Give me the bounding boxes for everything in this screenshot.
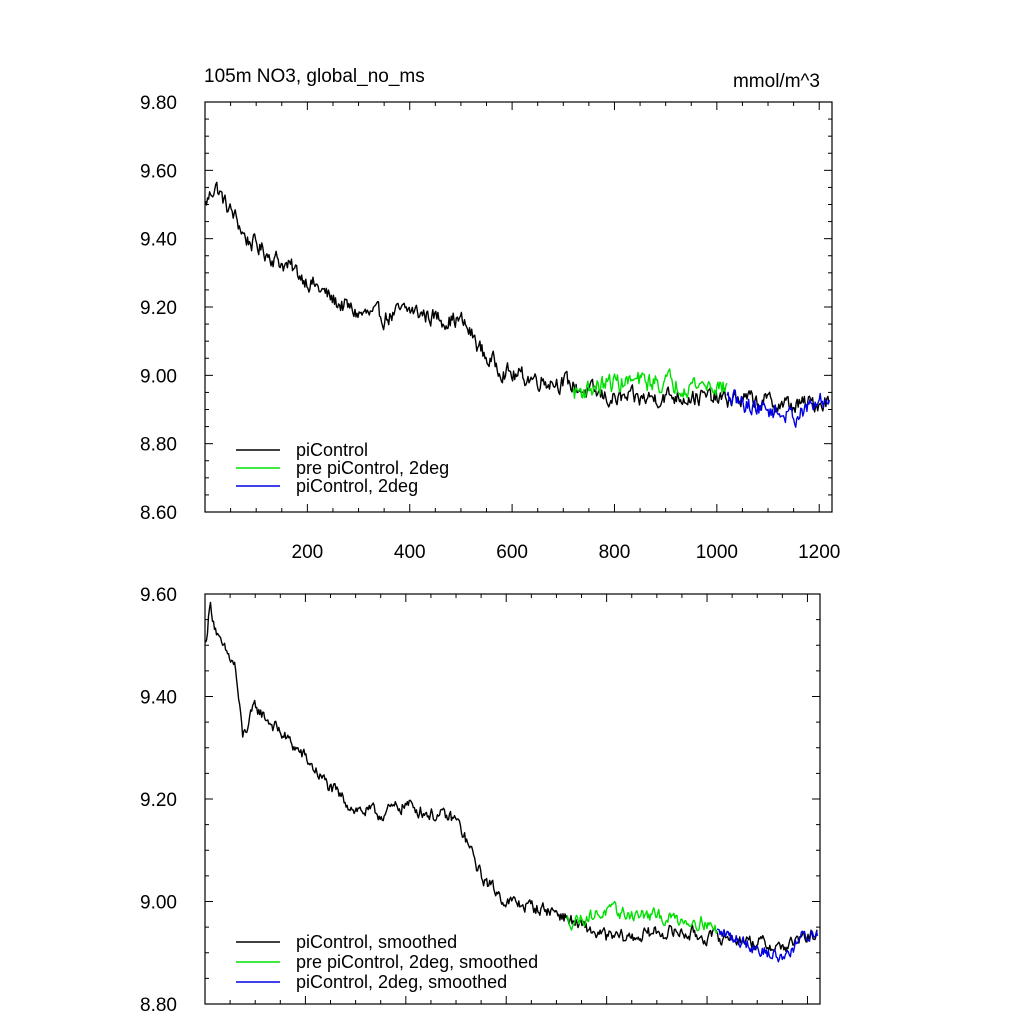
series-line-2 [565, 900, 718, 934]
y-tick-label: 9.00 [140, 893, 177, 914]
series-line-1 [204, 181, 830, 414]
x-tick-label: 200 [292, 542, 324, 563]
x-tick-label: 800 [599, 542, 631, 563]
legend-label: pre piControl, 2deg [296, 458, 449, 478]
legend-label: pre piControl, 2deg, smoothed [296, 952, 538, 972]
legend-label: piControl, 2deg, smoothed [296, 972, 507, 992]
top-panel: 105m NO3, global_no_ms mmol/m^3 200 400 60… [140, 66, 840, 563]
units-label: mmol/m^3 [733, 71, 820, 92]
series-line-3 [726, 389, 831, 428]
y-tick-label: 8.80 [140, 435, 177, 456]
legend-label: piControl [296, 440, 368, 460]
y-tick-label: 8.60 [140, 503, 177, 524]
legend-label: piControl, smoothed [296, 932, 457, 952]
y-tick-label: 9.00 [140, 366, 177, 387]
series-line-3 [716, 928, 819, 963]
x-tick-label: 1200 [798, 542, 840, 563]
y-tick-label: 8.80 [140, 995, 177, 1016]
y-tick-label: 9.60 [140, 161, 177, 182]
series-line-1 [204, 601, 818, 952]
x-tick-label: 1000 [696, 542, 738, 563]
legend-label: piControl, 2deg [296, 476, 418, 496]
series-line-2 [572, 368, 728, 399]
y-tick-label: 9.40 [140, 688, 177, 709]
x-tick-label: 600 [496, 542, 528, 563]
y-tick-label: 9.20 [140, 790, 177, 811]
y-tick-label: 9.40 [140, 230, 177, 251]
y-tick-label: 9.60 [140, 585, 177, 606]
chart-title: 105m NO3, global_no_ms [204, 66, 425, 87]
y-tick-label: 9.80 [140, 93, 177, 114]
x-tick-label: 400 [394, 542, 426, 563]
y-tick-label: 9.20 [140, 298, 177, 319]
